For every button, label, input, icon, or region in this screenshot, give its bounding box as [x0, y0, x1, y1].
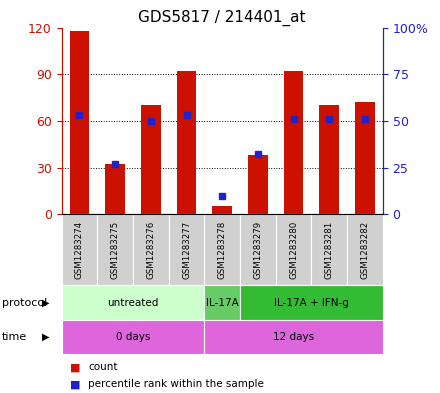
- Text: ■: ■: [70, 379, 81, 389]
- Bar: [105, 164, 125, 214]
- Text: time: time: [2, 332, 27, 342]
- Text: IL-17A: IL-17A: [206, 298, 238, 308]
- Bar: [319, 105, 339, 214]
- Text: 0 days: 0 days: [116, 332, 150, 342]
- Bar: [204, 285, 240, 320]
- Bar: [169, 214, 204, 285]
- Bar: [204, 214, 240, 285]
- Text: IL-17A + IFN-g: IL-17A + IFN-g: [274, 298, 349, 308]
- Title: GDS5817 / 214401_at: GDS5817 / 214401_at: [139, 10, 306, 26]
- Bar: [213, 206, 232, 214]
- Text: GSM1283280: GSM1283280: [289, 220, 298, 279]
- Bar: [347, 214, 383, 285]
- Bar: [177, 71, 196, 214]
- Bar: [204, 320, 383, 354]
- Text: ▶: ▶: [42, 298, 49, 308]
- Text: GSM1283275: GSM1283275: [110, 220, 120, 279]
- Bar: [62, 285, 204, 320]
- Text: GSM1283279: GSM1283279: [253, 220, 262, 279]
- Text: count: count: [88, 362, 117, 373]
- Bar: [240, 214, 276, 285]
- Bar: [70, 31, 89, 214]
- Text: GSM1283277: GSM1283277: [182, 220, 191, 279]
- Text: GSM1283274: GSM1283274: [75, 220, 84, 279]
- Text: ■: ■: [70, 362, 81, 373]
- Bar: [240, 285, 383, 320]
- Text: percentile rank within the sample: percentile rank within the sample: [88, 379, 264, 389]
- Bar: [284, 71, 304, 214]
- Text: GSM1283281: GSM1283281: [325, 220, 334, 279]
- Bar: [97, 214, 133, 285]
- Text: untreated: untreated: [107, 298, 159, 308]
- Bar: [248, 155, 268, 214]
- Bar: [62, 320, 204, 354]
- Bar: [133, 214, 169, 285]
- Bar: [312, 214, 347, 285]
- Text: protocol: protocol: [2, 298, 48, 308]
- Text: ▶: ▶: [42, 332, 49, 342]
- Text: GSM1283282: GSM1283282: [360, 220, 370, 279]
- Text: 12 days: 12 days: [273, 332, 314, 342]
- Text: GSM1283278: GSM1283278: [218, 220, 227, 279]
- Bar: [62, 214, 97, 285]
- Bar: [141, 105, 161, 214]
- Text: GSM1283276: GSM1283276: [147, 220, 155, 279]
- Bar: [355, 102, 375, 214]
- Bar: [276, 214, 312, 285]
